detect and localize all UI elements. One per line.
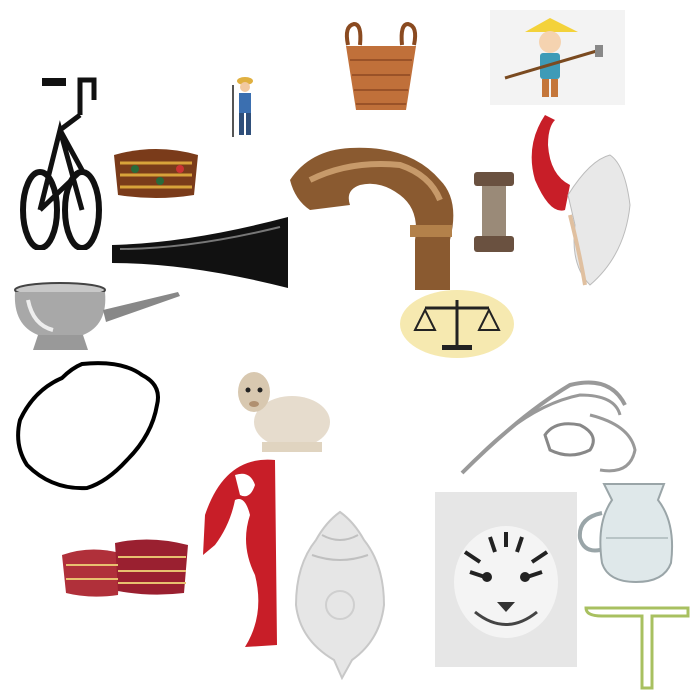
fez-cap-icon [110,145,202,200]
spool-icon [468,170,520,255]
two-fez-caps-icon [60,535,195,600]
boy-with-hoe-icon [490,10,625,105]
green-cane-icon [582,600,692,690]
woven-basket-icon [340,20,422,115]
oil-lamp-icon [8,280,180,355]
horn-icon [110,215,290,290]
mother-and-child-icon [460,375,645,485]
tiger-icon [435,492,577,667]
conch-shell-icon [292,510,388,680]
glass-jug-icon [576,478,686,586]
mango-outline-icon [12,360,164,492]
red-profile-icon [195,455,280,650]
farmer-with-hoe-icon [225,75,260,140]
balance-scale-icon [400,290,515,358]
sheep-icon [232,362,332,457]
red-sickle-icon [520,115,640,290]
bicycle-icon [20,70,102,250]
walking-cane-handle-icon [290,140,470,290]
